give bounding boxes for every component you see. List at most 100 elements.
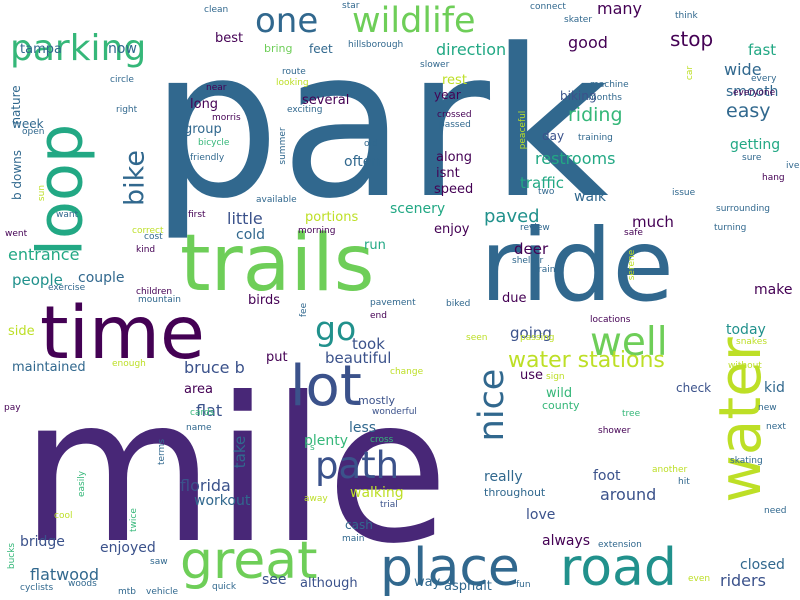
cloud-word: training <box>578 133 613 143</box>
cloud-word: walking <box>350 485 404 501</box>
cloud-word: shelter <box>512 256 543 266</box>
cloud-word: review <box>520 223 550 233</box>
cloud-word: twice <box>129 508 139 532</box>
cloud-word: open <box>22 127 44 137</box>
cloud-word: tampa <box>20 42 62 57</box>
cloud-word: children <box>136 287 172 297</box>
cloud-word: hillsborough <box>348 40 403 50</box>
cloud-word: want <box>56 210 79 220</box>
cloud-word: long <box>190 97 218 112</box>
cloud-word: entrance <box>8 245 79 264</box>
cloud-word: hang <box>762 173 785 183</box>
cloud-word: right <box>116 105 138 115</box>
cloud-word: bridge <box>20 534 65 550</box>
cloud-word: getting <box>730 137 780 153</box>
cloud-word: trails <box>180 219 374 309</box>
cloud-word: county <box>542 399 580 412</box>
cloud-word: way <box>414 575 441 590</box>
cloud-word: passed <box>439 120 471 130</box>
cloud-word: old <box>364 139 378 149</box>
cloud-word: side <box>8 324 35 339</box>
cloud-word: good <box>568 33 608 52</box>
cloud-word: stop <box>670 27 713 51</box>
cloud-word: riders <box>720 571 766 590</box>
cloud-word: now <box>108 41 137 57</box>
cloud-word: machine <box>590 80 629 90</box>
cloud-word: deer <box>514 240 549 258</box>
cloud-word: b downs <box>10 150 24 200</box>
cloud-word: ive <box>786 161 800 171</box>
cloud-word: around <box>600 485 656 504</box>
cloud-word: route <box>282 67 306 77</box>
cloud-word: locations <box>590 315 631 325</box>
cloud-word: scenery <box>390 201 445 217</box>
cloud-word: several <box>302 93 349 108</box>
cloud-word: one <box>255 1 318 41</box>
cloud-word: quick <box>212 582 237 592</box>
cloud-word: extension <box>598 540 642 550</box>
cloud-word: easily <box>77 470 87 497</box>
cloud-word: use <box>520 368 543 383</box>
cloud-word: mtb <box>118 587 136 597</box>
cloud-word: seen <box>466 333 487 343</box>
cloud-word: portions <box>305 210 358 225</box>
cloud-word: rain <box>538 265 555 275</box>
cloud-word: year <box>434 88 461 102</box>
cloud-word: s <box>310 443 315 453</box>
cloud-word: trial <box>380 500 398 510</box>
cloud-word: time <box>40 291 205 376</box>
cloud-word: water stations <box>508 348 665 373</box>
cloud-word: peaceful <box>518 111 528 150</box>
cloud-word: next <box>766 422 786 432</box>
cloud-word: shower <box>598 426 631 436</box>
cloud-word: check <box>676 381 711 395</box>
cloud-word: couple <box>78 270 125 286</box>
cloud-word: saw <box>150 557 168 567</box>
cloud-word: hit <box>678 477 690 487</box>
cloud-word: restrooms <box>535 149 615 168</box>
cloud-word: loop <box>24 124 97 256</box>
cloud-word: cross <box>370 435 394 445</box>
cloud-word: fast <box>748 41 776 59</box>
cloud-word: flat <box>196 401 222 420</box>
cloud-word: area <box>184 382 213 397</box>
cloud-word: cash <box>345 518 373 532</box>
cloud-word: slower <box>420 60 450 70</box>
cloud-word: new <box>758 403 777 413</box>
cloud-word: think <box>675 11 698 21</box>
cloud-word: kid <box>764 380 785 396</box>
cloud-word: issue <box>672 188 696 198</box>
cloud-word: put <box>266 350 288 365</box>
cloud-word: clean <box>204 5 228 15</box>
cloud-word: direction <box>436 40 506 59</box>
cloud-word: without <box>728 361 762 371</box>
cloud-word: lot <box>290 354 362 419</box>
cloud-word: crossed <box>437 110 472 120</box>
cloud-word: day <box>542 129 564 143</box>
cloud-word: today <box>726 322 766 338</box>
cloud-word: looking <box>276 78 309 88</box>
cloud-word: exercise <box>48 283 86 293</box>
cloud-word: surrounding <box>716 204 770 214</box>
cloud-word: biked <box>446 299 470 309</box>
cloud-word: enough <box>112 359 146 369</box>
cloud-word: away <box>304 494 328 504</box>
cloud-word: correct <box>132 226 164 236</box>
cloud-word: pavement <box>370 298 416 308</box>
cloud-word: maintained <box>12 360 86 375</box>
cloud-word: bucks <box>7 543 17 570</box>
cloud-word: bike <box>120 150 151 206</box>
cloud-word: walk <box>574 189 607 205</box>
cloud-word: snakes <box>736 337 767 347</box>
cloud-word: make <box>754 282 792 298</box>
cloud-word: kind <box>136 245 155 255</box>
cloud-word: serene <box>627 249 637 280</box>
cloud-word: smooth <box>726 84 778 100</box>
cloud-word: need <box>764 506 787 516</box>
cloud-word: available <box>256 195 297 205</box>
cloud-word: paved <box>484 206 540 227</box>
cloud-word: tree <box>622 409 641 419</box>
cloud-word: biking <box>560 89 596 103</box>
cloud-word: circle <box>110 75 134 85</box>
cloud-word: asphalt <box>444 579 492 594</box>
